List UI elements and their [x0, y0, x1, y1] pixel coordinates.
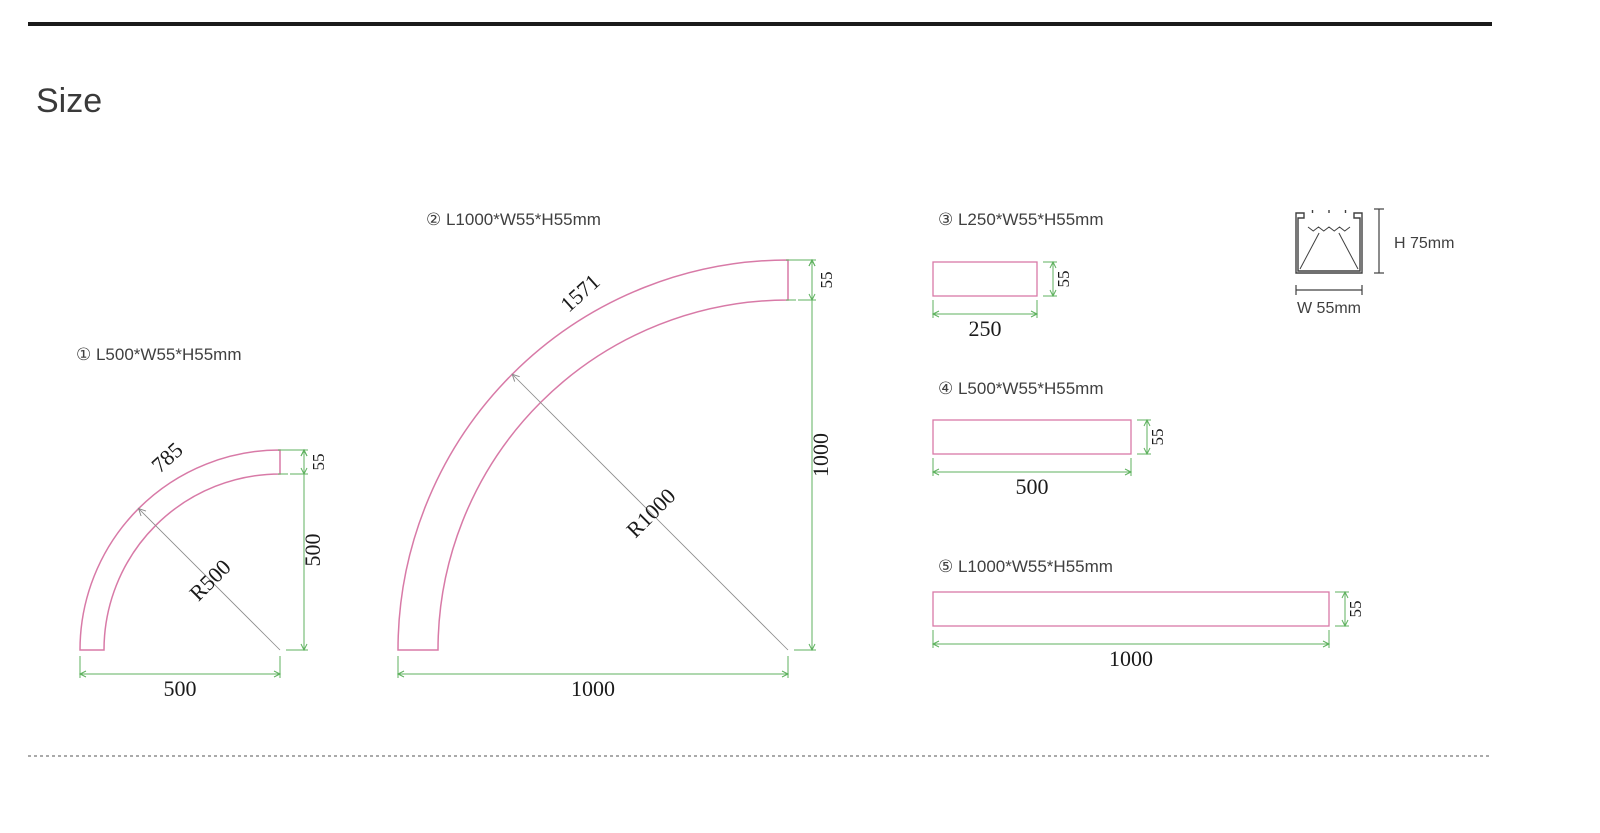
- part-arc-500-label: ① L500*W55*H55mm: [76, 345, 241, 364]
- svg-text:55: 55: [1148, 429, 1167, 446]
- svg-text:55: 55: [1346, 601, 1365, 618]
- svg-text:500: 500: [300, 534, 325, 567]
- svg-text:H 75mm: H 75mm: [1394, 235, 1454, 252]
- svg-text:500: 500: [164, 676, 197, 701]
- svg-text:1000: 1000: [571, 676, 615, 701]
- svg-text:500: 500: [1016, 474, 1049, 499]
- svg-text:② L1000*W55*H55mm: ② L1000*W55*H55mm: [426, 210, 601, 229]
- svg-text:1000: 1000: [1109, 646, 1153, 671]
- svg-text:55: 55: [817, 272, 836, 289]
- svg-text:⑤ L1000*W55*H55mm: ⑤ L1000*W55*H55mm: [938, 557, 1113, 576]
- part-rect-500-label: ④ L500*W55*H55mm: [938, 379, 1103, 398]
- svg-text:③ L250*W55*H55mm: ③ L250*W55*H55mm: [938, 210, 1103, 229]
- svg-text:55: 55: [1054, 271, 1073, 288]
- svg-text:250: 250: [969, 316, 1002, 341]
- section-title: Size: [36, 82, 102, 120]
- svg-text:1000: 1000: [808, 433, 833, 477]
- svg-text:W 55mm: W 55mm: [1297, 300, 1361, 317]
- svg-text:55: 55: [309, 454, 328, 471]
- svg-text:④ L500*W55*H55mm: ④ L500*W55*H55mm: [938, 379, 1103, 398]
- part-rect-1000-label: ⑤ L1000*W55*H55mm: [938, 557, 1113, 576]
- part-arc-1000-label: ② L1000*W55*H55mm: [426, 210, 601, 229]
- part-rect-250-label: ③ L250*W55*H55mm: [938, 210, 1103, 229]
- svg-text:① L500*W55*H55mm: ① L500*W55*H55mm: [76, 345, 241, 364]
